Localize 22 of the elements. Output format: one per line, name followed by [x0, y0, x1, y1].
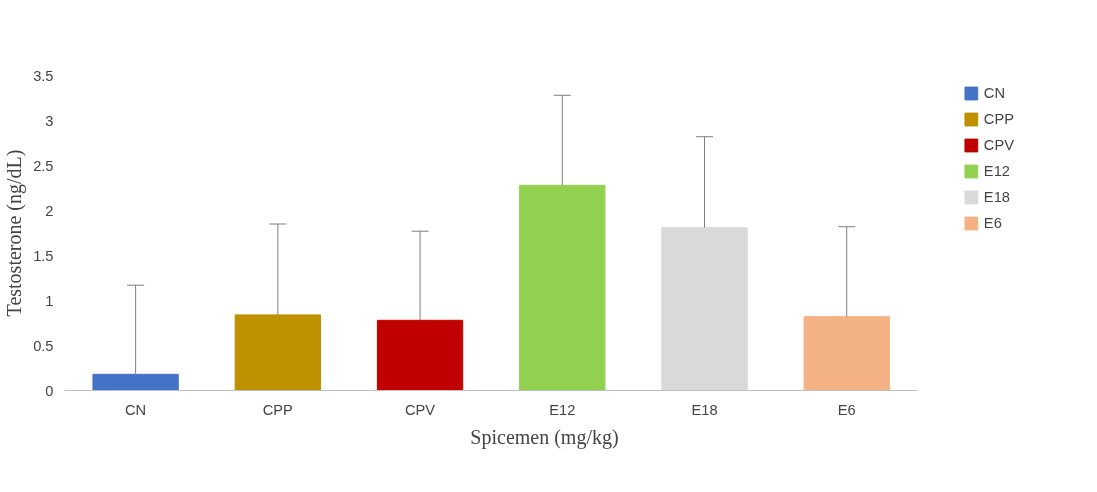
- legend-label: CPV: [983, 137, 1014, 153]
- y-tick-label: 2.5: [33, 157, 54, 174]
- y-tick-label: 0: [45, 382, 54, 399]
- legend-label: CPP: [983, 111, 1014, 127]
- y-tick-label: 1: [45, 292, 54, 309]
- y-tick-label: 3: [45, 112, 54, 129]
- y-tick-label: 1.5: [33, 247, 54, 264]
- x-tick-label: CN: [125, 401, 147, 418]
- x-tick-label: CPV: [404, 401, 436, 418]
- y-axis-title: Testosterone (ng/dL): [3, 149, 27, 317]
- x-tick-label: E6: [837, 401, 856, 418]
- y-tick-label: 3.5: [33, 67, 54, 84]
- x-tick-label: E12: [549, 401, 576, 418]
- legend-label: E6: [983, 215, 1003, 231]
- x-tick-label: E18: [691, 401, 718, 418]
- x-tick-label: CPP: [262, 401, 293, 418]
- y-tick-label: 2: [45, 202, 54, 219]
- legend-label: E12: [983, 163, 1010, 179]
- legend-label: CN: [983, 85, 1006, 101]
- y-tick-label: 0.5: [33, 337, 54, 354]
- x-axis-title: Spicemen (mg/kg): [470, 425, 619, 449]
- legend-label: E18: [983, 189, 1010, 205]
